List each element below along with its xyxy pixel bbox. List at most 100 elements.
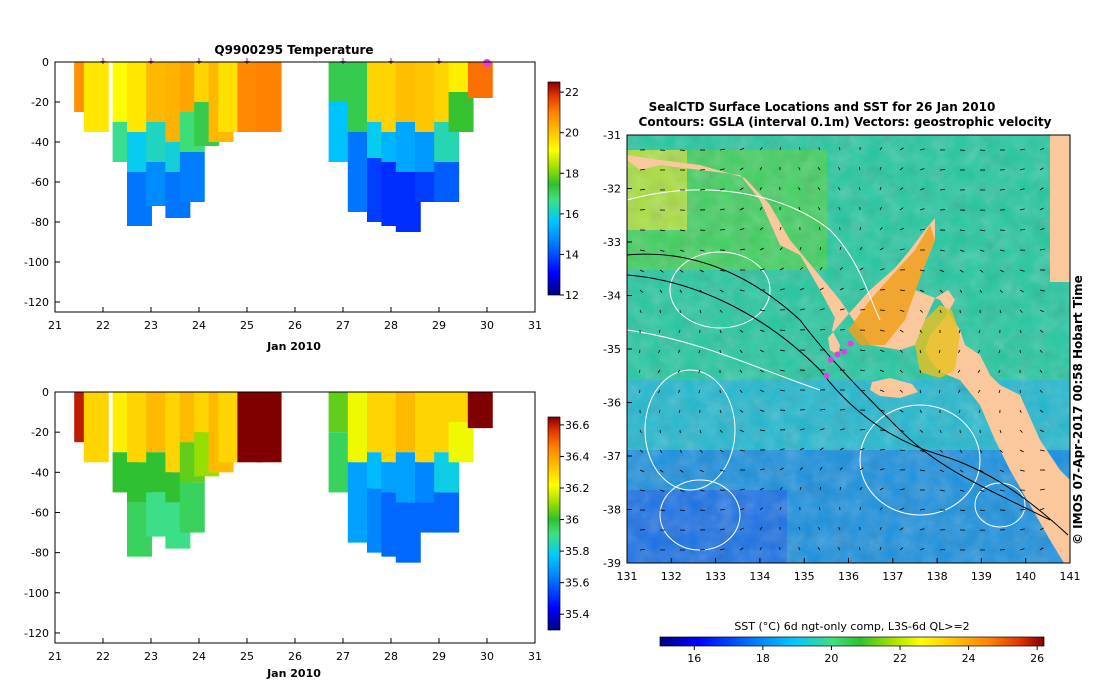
geostrophic-vector (819, 287, 824, 291)
geostrophic-vector (719, 269, 725, 272)
sst-map-x-tick-label: 133 (705, 570, 726, 583)
geostrophic-vector (999, 469, 1005, 473)
geostrophic-vector (699, 429, 702, 434)
temperature-y-ticks: 0 -20 -40 -60 -80 -100 -120 (24, 56, 60, 309)
temperature-y-tick-label: -80 (31, 216, 49, 229)
geostrophic-vector (818, 206, 821, 211)
salinity-section-plot: 0 -20 -40 -60 -80 -100 -120 21 22 23 24 25 26 27 28 29… (24, 386, 589, 680)
geostrophic-vector (739, 167, 744, 171)
sst-map-x-tick-label: 132 (661, 570, 682, 583)
geostrophic-vector (839, 308, 845, 311)
sst-map-x-tick-label: 140 (1015, 570, 1036, 583)
geostrophic-vector (798, 206, 801, 211)
geostrophic-vector (798, 146, 801, 151)
geostrophic-vector (958, 409, 961, 414)
geostrophic-vector (1019, 429, 1023, 433)
geostrophic-vector (799, 486, 802, 491)
geostrophic-vector (739, 248, 745, 251)
geostrophic-vector (719, 469, 725, 472)
geostrophic-vector (798, 546, 801, 551)
geostrophic-vector (659, 489, 665, 492)
temperature-x-ticks: 21 22 23 24 25 26 27 28 29 30 31 (48, 307, 542, 332)
geostrophic-vector (779, 349, 785, 352)
temperature-x-tick-label: 31 (528, 319, 542, 332)
geostrophic-vector (979, 269, 984, 273)
geostrophic-vector (679, 249, 685, 252)
geostrophic-vector (998, 389, 1001, 394)
geostrophic-vector (899, 227, 905, 231)
geostrophic-vector (1039, 147, 1045, 151)
geostrophic-vector (699, 269, 704, 273)
salinity-profile-band (256, 392, 282, 463)
geostrophic-vector (739, 508, 745, 511)
geostrophic-vector (839, 287, 844, 291)
geostrophic-vector (959, 289, 963, 294)
temperature-y-tick-label: -120 (24, 296, 49, 309)
geostrophic-vector (899, 369, 903, 373)
geostrophic-vector (639, 489, 645, 492)
geostrophic-vector (1039, 547, 1044, 551)
geostrophic-vector (1019, 269, 1025, 272)
salinity-colorbar-tick-label: 36.2 (565, 482, 590, 495)
geostrophic-vector (819, 467, 823, 471)
geostrophic-vector (759, 468, 765, 471)
geostrophic-vector (899, 409, 904, 413)
geostrophic-vector (698, 369, 701, 374)
black-contours (627, 253, 1069, 536)
salinity-profile-band (83, 392, 109, 463)
salinity-x-tick-label: 26 (288, 650, 302, 663)
geostrophic-vector (639, 449, 644, 453)
geostrophic-vector (1039, 228, 1045, 231)
temperature-profile-band (448, 92, 474, 132)
salinity-colorbar-tick-label: 36 (565, 514, 579, 527)
salinity-colorbar-ticks: 36.6 36.4 36.2 36 35.8 35.6 35.4 (560, 419, 590, 621)
geostrophic-vector (719, 429, 723, 433)
geostrophic-vector (799, 246, 802, 251)
sst-map-x-tick-label: 131 (617, 570, 638, 583)
geostrophic-vector (779, 146, 781, 151)
geostrophic-vector (638, 389, 641, 394)
geostrophic-vector (837, 186, 841, 191)
geostrophic-vector (759, 369, 764, 373)
geostrophic-vector (719, 309, 723, 313)
geostrophic-vector (719, 148, 725, 151)
geostrophic-vector (759, 487, 764, 491)
temperature-current-marker (483, 59, 491, 67)
geostrophic-vector (719, 188, 725, 191)
geostrophic-vector (899, 329, 904, 333)
geostrophic-vector (719, 509, 725, 511)
geostrophic-vector (819, 267, 823, 271)
geostrophic-vector (659, 449, 663, 453)
geostrophic-vector (739, 228, 745, 231)
geostrophic-vector (659, 289, 663, 293)
geostrophic-vector (919, 548, 925, 551)
geostrophic-vector (699, 249, 705, 252)
geostrophic-vector (819, 428, 825, 431)
geostrophic-vector (759, 546, 762, 551)
geostrophic-vector (859, 309, 865, 311)
geostrophic-vector (739, 389, 743, 393)
geostrophic-vector (899, 507, 905, 511)
salinity-x-tick-label: 25 (240, 650, 254, 663)
geostrophic-vector (779, 288, 785, 291)
geostrophic-vector (759, 247, 765, 251)
geostrophic-vector (639, 309, 642, 314)
sst-map-field (627, 135, 1070, 563)
geostrophic-vector (1039, 248, 1045, 251)
salinity-x-tick-label: 31 (528, 650, 542, 663)
geostrophic-vector (979, 289, 983, 294)
geostrophic-vector (899, 547, 904, 551)
geostrophic-vector (838, 206, 841, 211)
geostrophic-vector (1039, 349, 1043, 353)
geostrophic-vector (679, 229, 685, 232)
geostrophic-vector (679, 269, 684, 273)
geostrophic-vector (699, 449, 703, 453)
geostrophic-vector (1039, 369, 1043, 373)
geostrophic-vector (659, 229, 665, 232)
geostrophic-vector (817, 547, 821, 551)
geostrophic-vector (639, 169, 645, 171)
geostrophic-vector (759, 268, 765, 271)
geostrophic-vector (719, 289, 724, 293)
geostrophic-vector (899, 309, 905, 313)
